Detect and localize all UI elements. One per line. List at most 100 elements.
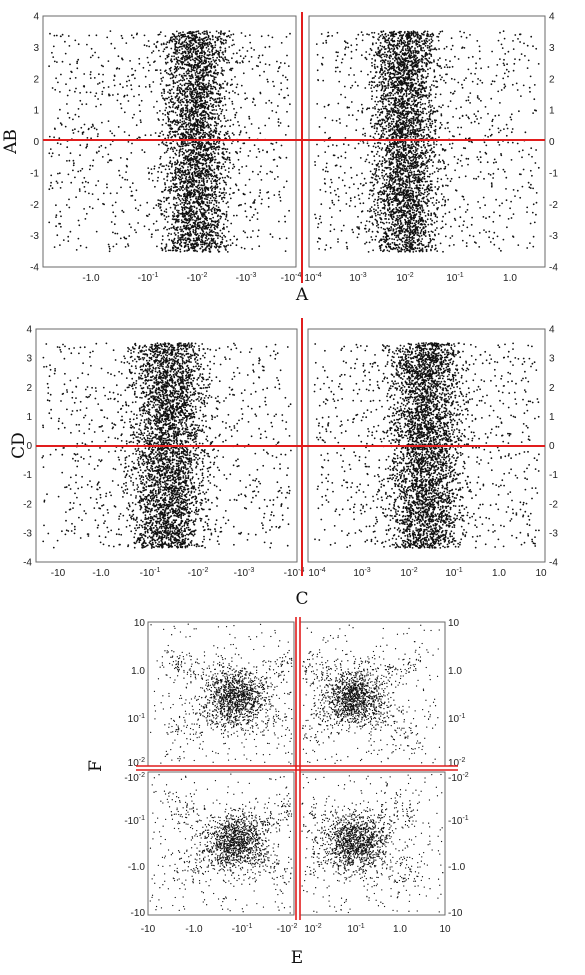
middle-ytick-left: 0 [26, 441, 32, 452]
bottom-ytick-left: 10 [134, 618, 146, 629]
middle-ytick-left: -2 [23, 499, 32, 510]
bottom-xtick: -10-2 [277, 923, 298, 935]
bottom-frame-ll [147, 771, 295, 916]
top-ytick-right: 4 [549, 12, 555, 23]
bottom-xtick: 1.0 [393, 924, 407, 935]
middle-xtick: 10-4 [308, 567, 325, 579]
top-xtick: -10-1 [138, 272, 159, 284]
top-ytick-left: -4 [30, 263, 39, 274]
top-ytick-left: 0 [33, 137, 39, 148]
middle-ylabel: CD [9, 432, 29, 459]
bottom-ll-points [149, 773, 293, 914]
top-right-points [314, 30, 540, 253]
bottom-frame-ur [299, 621, 446, 767]
bottom-ytick-right: -1.0 [448, 862, 466, 873]
middle-xtick: -10-3 [234, 567, 255, 579]
bottom-ytick-right: 10-1 [448, 713, 465, 725]
middle-xtick: 10-2 [400, 567, 417, 579]
top-xtick: -10-2 [187, 272, 208, 284]
middle-xlabel: C [295, 589, 308, 609]
top-right-points-marks [314, 30, 540, 253]
top-right-frame [308, 15, 546, 268]
middle-ytick-right: -2 [549, 499, 558, 510]
top-ytick-left: 4 [33, 12, 39, 23]
middle-xtick: -10 [51, 568, 66, 579]
top-left-points [48, 30, 291, 253]
bottom-xtick: 10-1 [347, 923, 364, 935]
top-ytick-left: -3 [30, 231, 39, 242]
middle-xtick: -10-2 [188, 567, 209, 579]
middle-ytick-left: -4 [23, 558, 32, 569]
bottom-xlabel: E [291, 948, 303, 968]
bottom-lr-points-marks [301, 773, 444, 914]
reference-lines [36, 12, 545, 920]
bottom-frame-lr [299, 771, 446, 916]
bottom-ur-points [301, 624, 441, 764]
bottom-xtick: -1.0 [185, 924, 203, 935]
top-ytick-right: 0 [549, 137, 555, 148]
middle-xtick: 1.0 [492, 568, 506, 579]
middle-xtick: -10-1 [140, 567, 161, 579]
bottom-ytick-left: 10-1 [128, 713, 145, 725]
middle-left-points-marks [41, 342, 292, 549]
bottom-lr-points [301, 773, 444, 914]
bottom-xtick: -10 [141, 924, 156, 935]
bottom-ytick-right: 10-2 [448, 757, 465, 769]
middle-xtick: -1.0 [92, 568, 110, 579]
bottom-ytick-left: -10-1 [124, 815, 145, 827]
middle-ytick-left: 1 [26, 412, 32, 423]
top-xtick: -10-3 [236, 272, 257, 284]
bottom-xtick: 10 [439, 924, 451, 935]
middle-ytick-right: -4 [549, 558, 558, 569]
bottom-ytick-left: -10 [131, 908, 146, 919]
top-ylabel: AB [1, 129, 21, 155]
top-ytick-right: 1 [549, 106, 555, 117]
middle-ytick-left: 3 [26, 354, 32, 365]
bottom-ytick-left: 1.0 [131, 666, 145, 677]
bottom-ytick-left: -10-2 [124, 772, 145, 784]
top-ytick-right: 2 [549, 74, 555, 85]
top-ytick-left: 1 [33, 106, 39, 117]
middle-xtick: 10 [535, 568, 547, 579]
bottom-ytick-right: -10-1 [448, 815, 469, 827]
middle-left-points [41, 342, 292, 549]
top-xtick: 1.0 [503, 273, 517, 284]
middle-ytick-right: 4 [549, 325, 555, 336]
top-ytick-left: 2 [33, 74, 39, 85]
bottom-ytick-right: 10 [448, 618, 460, 629]
bottom-ur-points-marks [301, 624, 441, 764]
middle-ytick-right: 0 [549, 441, 555, 452]
middle-xtick: 10-1 [445, 567, 462, 579]
bottom-ylabel: F [86, 760, 106, 772]
middle-ytick-right: -3 [549, 528, 558, 539]
top-xtick: -10-4 [281, 272, 302, 284]
bottom-xtick: 10-2 [304, 923, 321, 935]
bottom-ll-points-marks [149, 773, 293, 914]
axis-labels: A AB C CD E F [1, 129, 309, 968]
middle-ytick-right: -1 [549, 470, 558, 481]
middle-xtick: 10-3 [353, 567, 370, 579]
top-ytick-left: -1 [30, 168, 39, 179]
scatter-points [41, 30, 540, 914]
bottom-ul-points-marks [150, 623, 293, 765]
middle-ytick-right: 3 [549, 354, 555, 365]
bottom-ytick-right: -10-2 [448, 772, 469, 784]
top-xlabel: A [295, 285, 309, 305]
bottom-ytick-right: 1.0 [448, 666, 462, 677]
bottom-ytick-left: -1.0 [128, 862, 146, 873]
top-ytick-right: -4 [549, 263, 558, 274]
top-left-points-marks [48, 30, 291, 253]
middle-ytick-right: 2 [549, 383, 555, 394]
top-xtick: 10-4 [304, 272, 321, 284]
top-xtick: 10-2 [396, 272, 413, 284]
middle-ytick-right: 1 [549, 412, 555, 423]
top-ytick-left: -2 [30, 200, 39, 211]
plot-frames [35, 15, 546, 916]
top-ytick-right: -2 [549, 200, 558, 211]
top-ytick-left: 3 [33, 43, 39, 54]
middle-ytick-left: -1 [23, 470, 32, 481]
bottom-xtick: -10-1 [232, 923, 253, 935]
bottom-ytick-right: -10 [448, 908, 463, 919]
middle-ytick-left: -3 [23, 528, 32, 539]
